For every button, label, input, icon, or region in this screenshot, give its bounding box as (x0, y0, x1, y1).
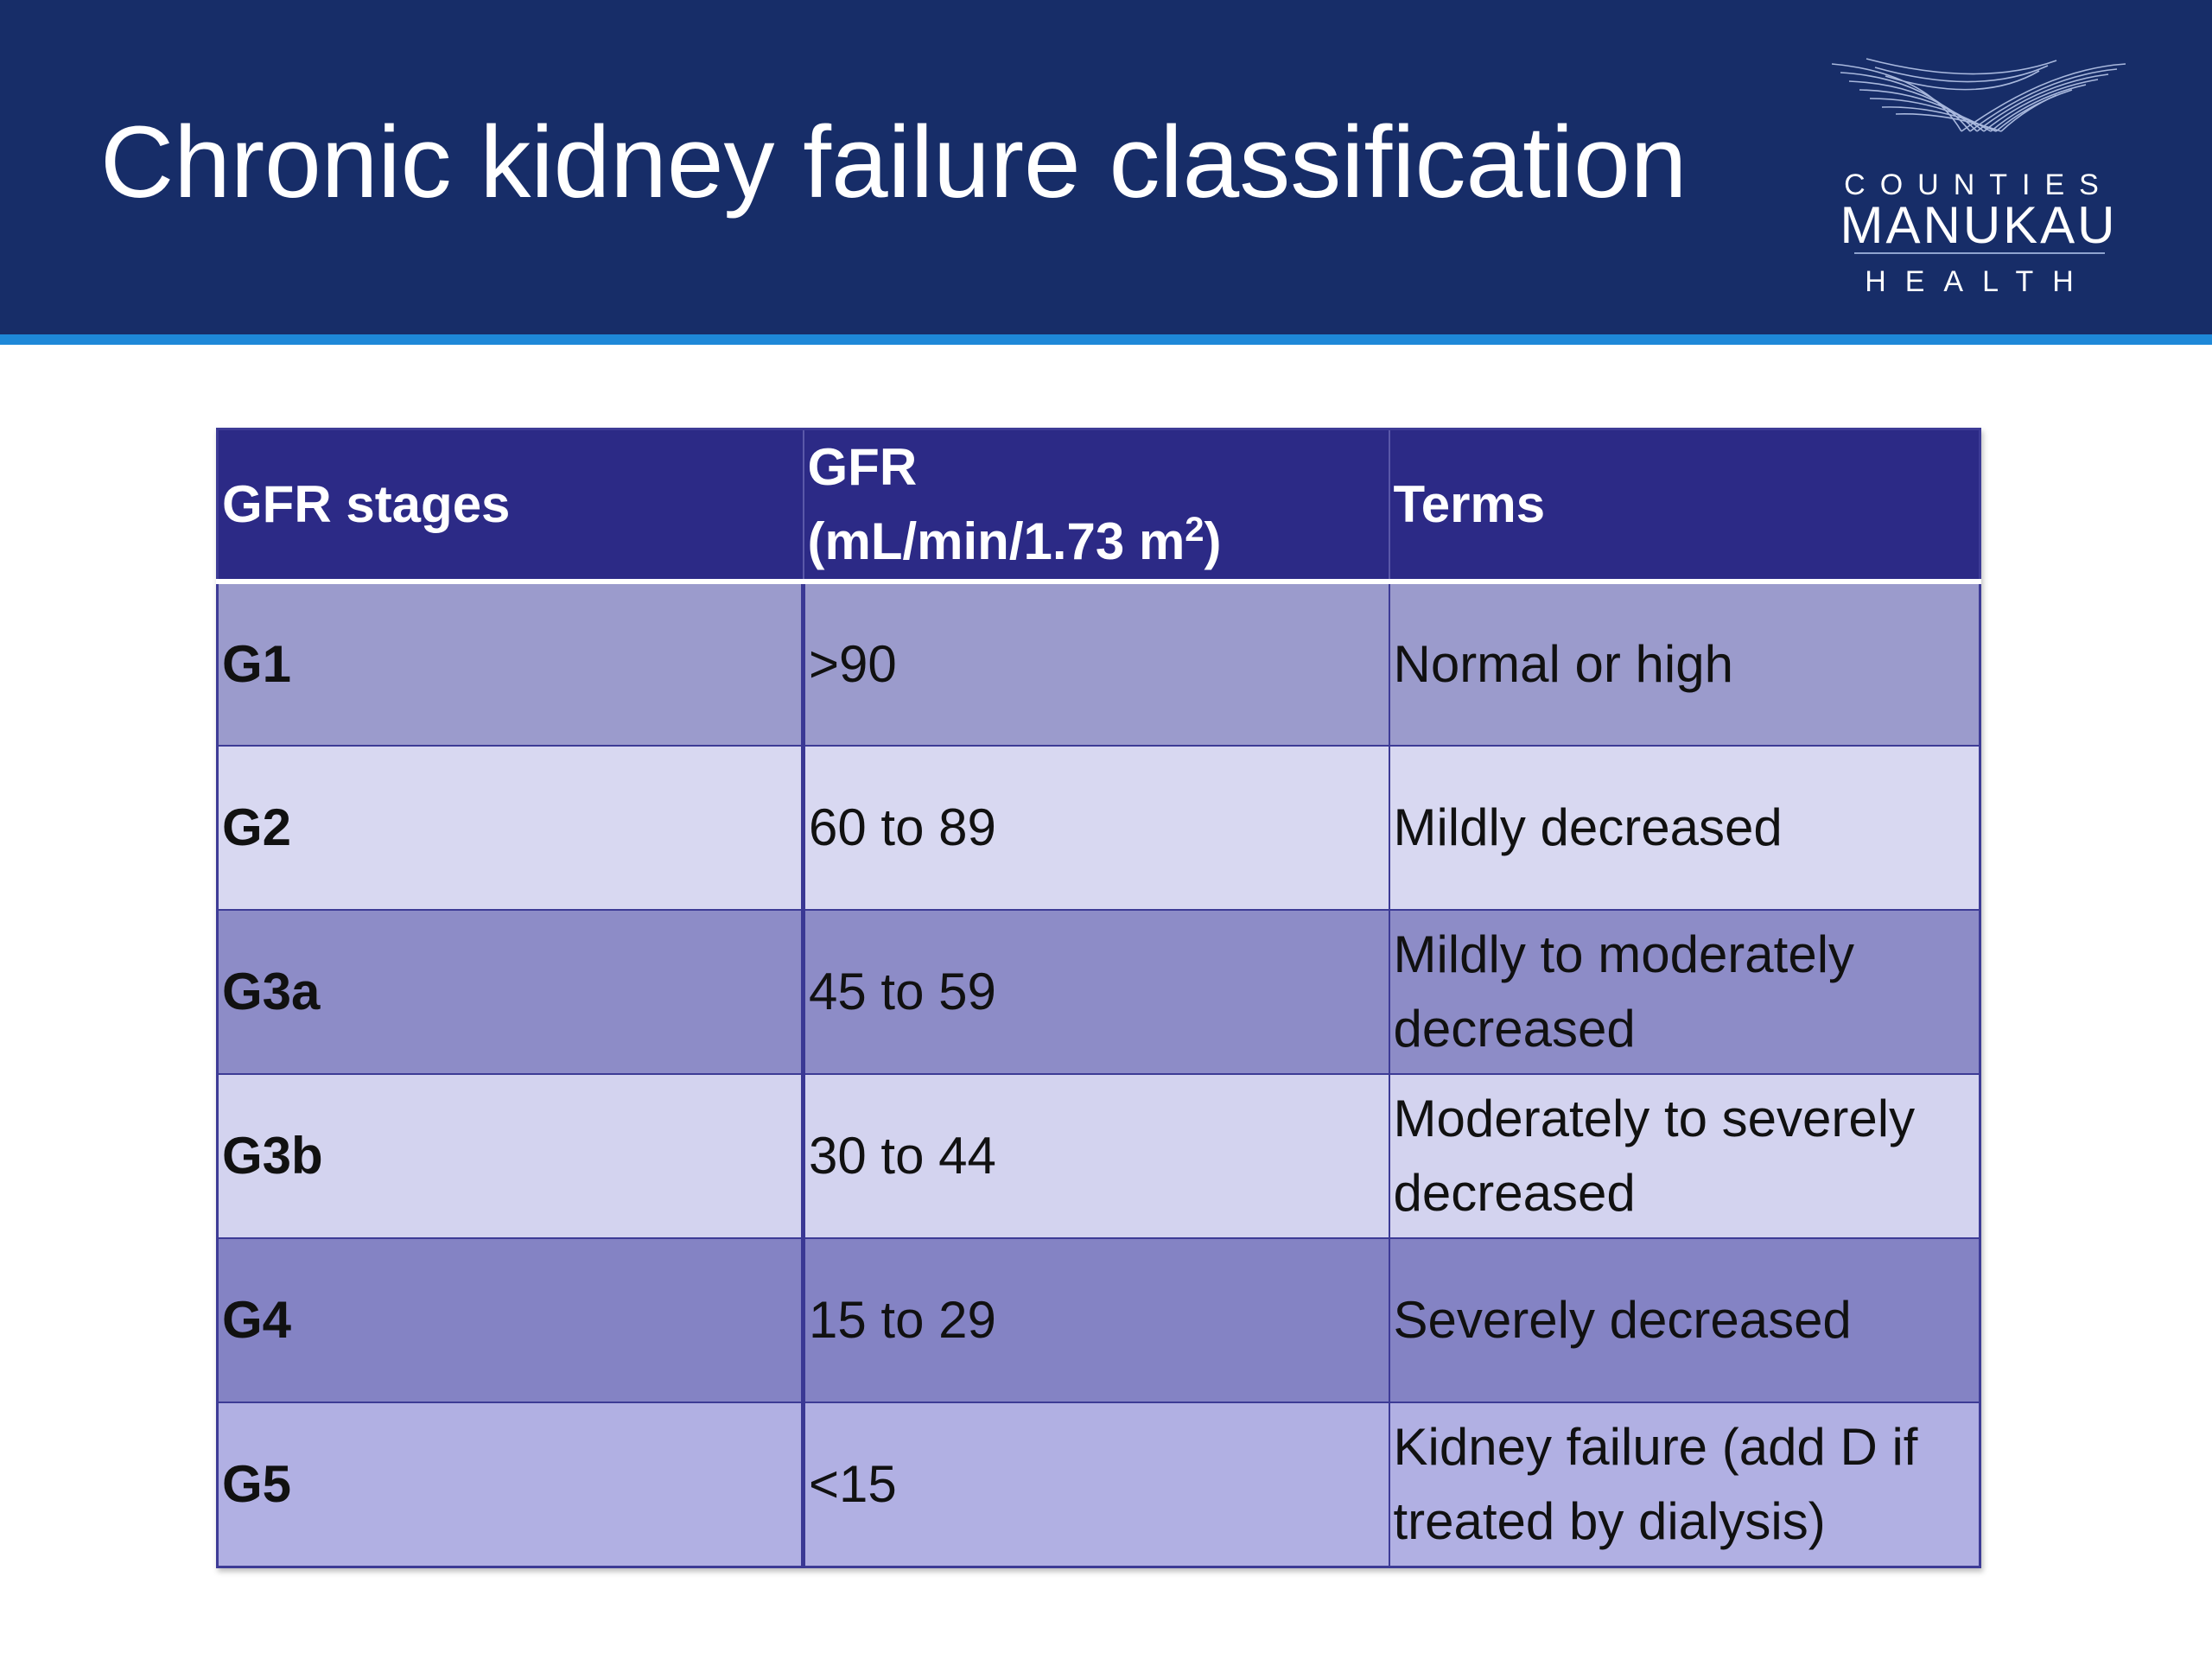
gfr-classification-table: GFR stages GFR (mL/min/1.73 m2) Terms G1… (216, 428, 1981, 1568)
slide-title: Chronic kidney failure classification (100, 105, 1688, 219)
term-cell: Moderately to severely decreased (1388, 1073, 1980, 1238)
gfr-header-line1: GFR (807, 438, 918, 496)
column-header-terms: Terms (1388, 429, 1980, 584)
gfr-cell: 60 to 89 (801, 745, 1389, 910)
table-header-row: GFR stages GFR (mL/min/1.73 m2) Terms (217, 429, 1980, 584)
stage-cell: G5 (217, 1402, 804, 1567)
header-accent-rule (0, 334, 2212, 345)
term-cell: Mildly decreased (1388, 745, 1980, 910)
table-row: G3b 30 to 44 Moderately to severely decr… (217, 1073, 1980, 1238)
stage-cell: G3a (217, 909, 804, 1074)
gfr-cell: >90 (801, 581, 1389, 746)
term-cell: Normal or high (1388, 581, 1980, 746)
term-cell: Mildly to moderately decreased (1388, 909, 1980, 1074)
gfr-header-unit-suffix: ) (1204, 512, 1222, 570)
table-row: G1 >90 Normal or high (217, 581, 1980, 746)
column-header-gfr: GFR (mL/min/1.73 m2) (802, 429, 1389, 584)
table-row: G3a 45 to 59 Mildly to moderately decrea… (217, 909, 1980, 1074)
stage-cell: G1 (217, 581, 804, 746)
column-header-stage: GFR stages (217, 429, 804, 584)
stage-cell: G2 (217, 745, 804, 910)
table-row: G2 60 to 89 Mildly decreased (217, 745, 1980, 910)
gfr-header-unit-prefix: (mL/min/1.73 m (807, 512, 1185, 570)
stage-cell: G3b (217, 1073, 804, 1238)
slide-header: Chronic kidney failure classification (0, 0, 2212, 334)
stage-cell: G4 (217, 1237, 804, 1402)
logo-text-counties: COUNTIES (1844, 168, 2113, 201)
wing-mesh-logo-icon (1832, 58, 2126, 132)
gfr-cell: 30 to 44 (801, 1073, 1389, 1238)
logo-text-health: HEALTH (1865, 265, 2093, 298)
term-cell: Kidney failure (add D if treated by dial… (1388, 1402, 1980, 1567)
gfr-cell: 45 to 59 (801, 909, 1389, 1074)
logo-divider (1854, 252, 2105, 254)
gfr-cell: <15 (801, 1402, 1389, 1567)
term-cell: Severely decreased (1388, 1237, 1980, 1402)
gfr-cell: 15 to 29 (801, 1237, 1389, 1402)
logo-text-manukau: MANUKAU (1840, 196, 2118, 254)
table-row: G4 15 to 29 Severely decreased (217, 1237, 1980, 1402)
table-row: G5 <15 Kidney failure (add D if treated … (217, 1402, 1980, 1567)
organization-logo: COUNTIES MANUKAU HEALTH (1823, 54, 2134, 304)
gfr-header-unit-superscript: 2 (1185, 511, 1205, 549)
